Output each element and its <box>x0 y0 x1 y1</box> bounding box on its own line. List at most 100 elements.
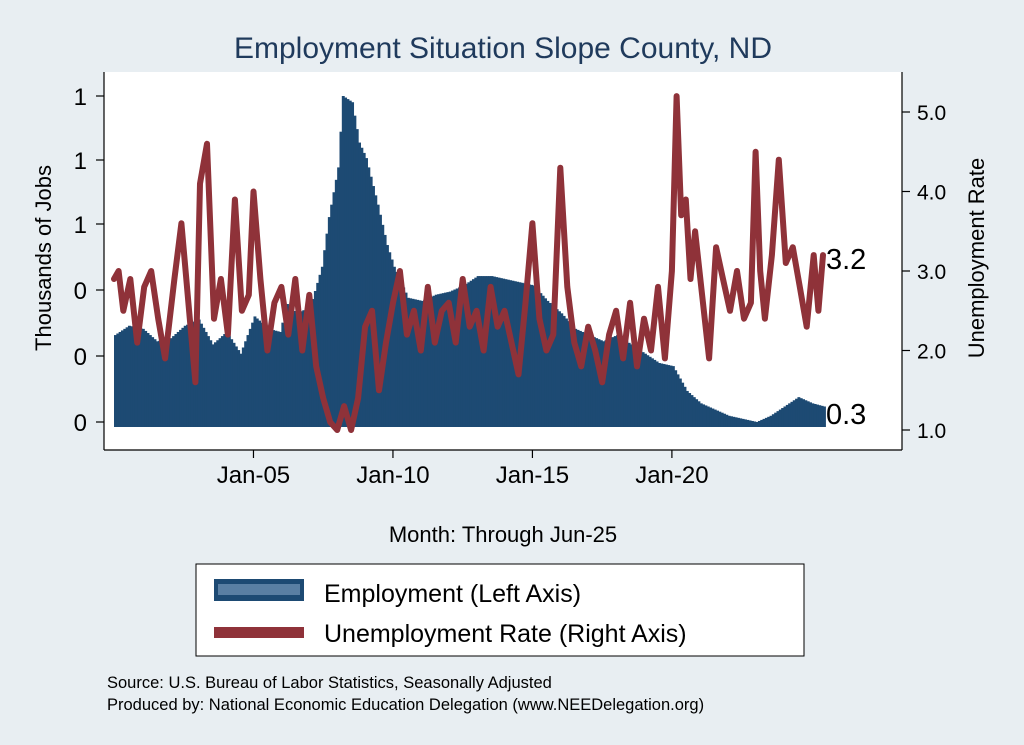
employment-bar <box>134 327 138 427</box>
employment-bar <box>418 300 422 427</box>
employment-bar <box>471 279 475 427</box>
employment-bar <box>613 336 617 427</box>
employment-bar <box>611 337 615 427</box>
employment-bar <box>390 259 394 427</box>
employment-bar <box>120 330 124 427</box>
employment-bar <box>753 421 757 427</box>
employment-bar <box>795 398 799 427</box>
y-right-tick-label: 1.0 <box>917 420 946 443</box>
employment-bar <box>139 328 143 427</box>
employment-bar <box>620 338 624 427</box>
employment-bar <box>818 405 822 427</box>
left-axis-ticks: 0 0 0 1 1 1 <box>74 84 104 437</box>
employment-bar <box>720 412 724 427</box>
employment-bar <box>504 279 508 427</box>
employment-bar <box>432 295 436 427</box>
employment-bar <box>430 296 434 427</box>
employment-bar <box>792 400 796 427</box>
employment-bar <box>730 416 733 427</box>
employment-bar <box>755 422 759 427</box>
employment-bar <box>537 290 540 427</box>
employment-bar <box>709 407 713 427</box>
employment-bar <box>392 266 396 427</box>
employment-bar <box>534 287 538 427</box>
employment-bar <box>220 336 224 427</box>
employment-bar <box>646 355 650 427</box>
employment-bar <box>657 363 661 427</box>
employment-bar <box>762 418 766 427</box>
employment-bar <box>778 409 782 427</box>
employment-bar <box>781 408 785 427</box>
employment-bar <box>251 322 255 427</box>
right-axis-ticks: 1.0 2.0 3.0 4.0 5.0 <box>902 102 946 443</box>
employment-bar <box>467 282 471 427</box>
employment-bar <box>367 167 371 427</box>
x-axis-ticks: Jan-05 Jan-10 Jan-15 Jan-20 <box>217 450 709 489</box>
employment-bar <box>669 365 673 427</box>
employment-bar <box>523 283 527 427</box>
employment-bar <box>169 338 173 427</box>
y-left-tick-label: 1 <box>74 148 87 175</box>
employment-bar <box>774 412 778 427</box>
employment-bar <box>595 338 599 427</box>
employment-bar <box>283 313 287 427</box>
employment-bar <box>330 204 334 427</box>
x-axis-title: Month: Through Jun-25 <box>389 522 617 547</box>
employment-bar <box>776 411 780 427</box>
employment-bar <box>374 195 378 427</box>
employment-bar <box>585 334 589 427</box>
employment-bar <box>616 335 620 427</box>
employment-bar <box>655 361 659 427</box>
employment-bar <box>381 224 385 427</box>
employment-bar <box>704 405 708 427</box>
employment-bar <box>234 346 238 427</box>
employment-bar <box>174 334 178 427</box>
chart-title: Employment Situation Slope County, ND <box>234 32 772 65</box>
employment-bar <box>653 359 657 427</box>
employment-bar <box>358 142 361 427</box>
employment-bar <box>441 293 445 427</box>
employment-bar <box>802 399 805 427</box>
employment-bar <box>297 312 301 427</box>
employment-bar <box>650 358 654 427</box>
employment-bar <box>713 409 717 427</box>
employment-bar <box>676 374 680 427</box>
employment-bar <box>495 277 499 427</box>
employment-bar <box>402 287 406 427</box>
employment-bar <box>160 340 164 427</box>
employment-bar <box>627 342 631 427</box>
employment-bar <box>546 300 550 427</box>
employment-bar <box>604 340 608 427</box>
legend-swatch-unemployment <box>214 627 304 638</box>
legend-label-unemployment: Unemployment Rate (Right Axis) <box>324 620 687 648</box>
employment-bar <box>260 322 264 427</box>
employment-bar <box>488 276 492 427</box>
employment-bar <box>332 192 336 427</box>
employment-bar <box>302 310 306 427</box>
employment-bar <box>202 327 206 427</box>
employment-bar <box>671 366 675 427</box>
employment-bar <box>718 411 722 427</box>
employment-bar <box>118 331 122 427</box>
employment-bar <box>788 403 792 427</box>
employment-bar <box>541 295 545 427</box>
employment-bar <box>562 315 566 427</box>
employment-bar <box>741 418 745 427</box>
employment-bar <box>532 285 536 427</box>
unemployment-rate-line <box>111 93 826 433</box>
employment-bar <box>632 345 636 427</box>
employment-bar <box>325 233 329 427</box>
employment-bar <box>695 399 699 427</box>
employment-bar <box>125 327 129 427</box>
employment-bar <box>167 338 171 427</box>
employment-bar <box>569 323 573 427</box>
x-tick-label: Jan-15 <box>496 462 569 489</box>
employment-bar <box>360 147 364 427</box>
employment-bar <box>548 302 552 427</box>
employment-bar <box>502 278 506 427</box>
employment-bar <box>255 318 259 427</box>
employment-bar <box>811 403 815 427</box>
employment-bar <box>736 417 740 427</box>
employment-bar <box>764 417 768 427</box>
employment-bar <box>664 364 668 427</box>
